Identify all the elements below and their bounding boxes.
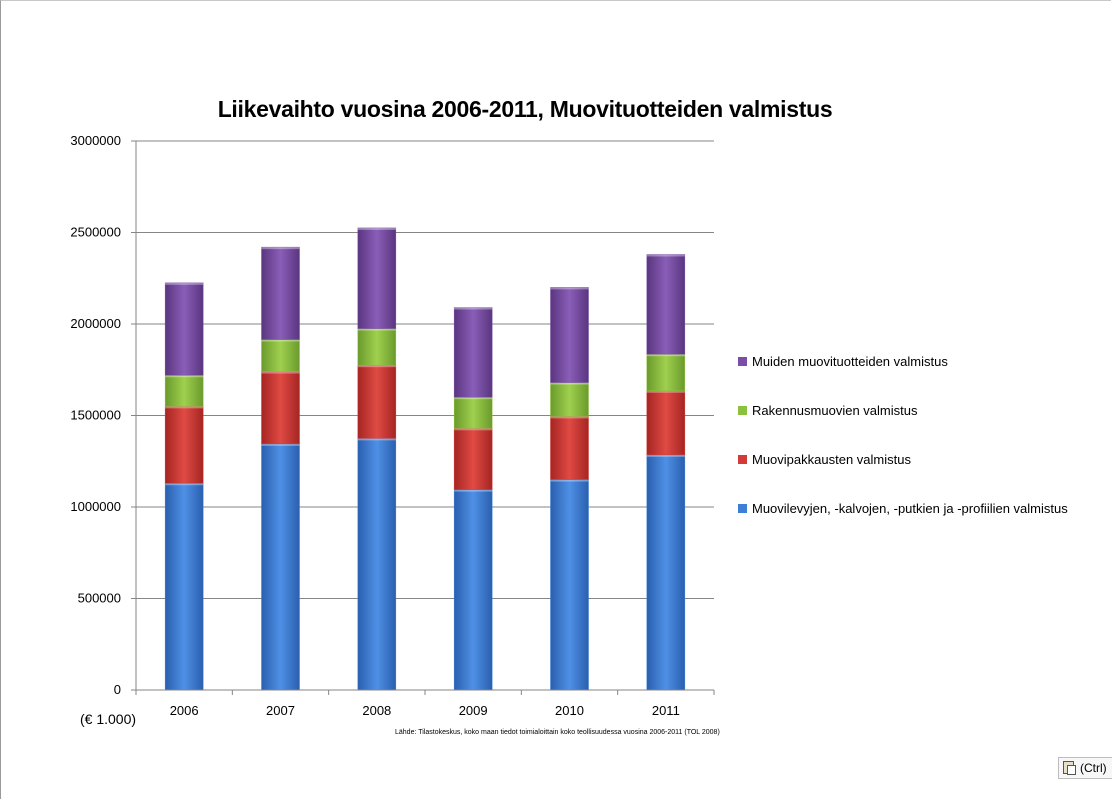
legend-item-pakkaus: Muovipakkausten valmistus: [738, 450, 1068, 469]
bar-segment-2011-s2: [646, 353, 686, 392]
bar-segment-2010-s3: [550, 287, 589, 383]
y-tick-label: 0: [114, 682, 121, 697]
bar-highlight: [261, 339, 300, 342]
legend-label-pakkaus: Muovipakkausten valmistus: [752, 452, 911, 467]
bar-segment-2006-s1: [164, 406, 204, 484]
bar-highlight: [454, 397, 493, 400]
legend-swatch-rakennus: [738, 406, 747, 415]
unit-label: (€ 1.000): [80, 711, 137, 727]
chart-title: Liikevaihto vuosina 2006-2011, Muovituot…: [217, 96, 833, 122]
bar-segment-2007-s0: [261, 443, 300, 691]
bar-highlight: [646, 354, 685, 357]
y-tick-label: 500000: [78, 591, 121, 606]
bar-segment-2010-s2: [550, 382, 589, 417]
legend-label-muiden: Muiden muovituotteiden valmistus: [752, 354, 948, 369]
bar-segment-2011-s3: [646, 254, 686, 355]
bar-highlight: [646, 254, 685, 257]
bar-highlight: [550, 382, 589, 385]
bar-highlight: [454, 428, 493, 431]
y-tick-label: 1500000: [70, 408, 121, 423]
legend-item-rakennus: Rakennusmuovien valmistus: [738, 401, 1068, 420]
legend-swatch-levy: [738, 504, 747, 513]
bar-highlight: [165, 375, 204, 378]
x-tick-label: 2008: [362, 703, 391, 718]
legend-item-levy: Muovilevyjen, -kalvojen, -putkien ja -pr…: [738, 499, 1068, 518]
bar-highlight: [165, 483, 204, 486]
y-tick-label: 3000000: [70, 133, 121, 148]
bar-highlight: [646, 390, 685, 393]
bar-segment-2006-s2: [164, 374, 204, 407]
bar-highlight: [357, 227, 396, 230]
bar-segment-2010-s0: [550, 479, 589, 691]
bar-segment-2011-s0: [646, 454, 686, 691]
bar-highlight: [261, 443, 300, 446]
bar-highlight: [357, 438, 396, 441]
bar-segment-2006-s0: [164, 482, 204, 691]
bar-segment-2009-s1: [453, 428, 493, 490]
bar-highlight: [165, 406, 204, 409]
bar-segment-2010-s1: [550, 416, 589, 480]
bar-highlight: [454, 307, 493, 310]
bar-segment-2009-s2: [453, 396, 493, 429]
bar-highlight: [454, 489, 493, 492]
source-note: Lähde: Tilastokeskus, koko maan tiedot t…: [395, 729, 720, 736]
y-tick-label: 2500000: [70, 225, 121, 240]
bar-highlight: [261, 247, 300, 250]
x-tick-label: 2010: [555, 703, 584, 718]
chart-legend: Muiden muovituotteiden valmistus Rakennu…: [738, 352, 1068, 518]
paste-options-label: (Ctrl): [1080, 761, 1107, 775]
y-tick-label: 2000000: [70, 316, 121, 331]
bar-segment-2007-s1: [261, 371, 300, 445]
bar-segment-2008-s0: [357, 438, 397, 691]
x-tick-label: 2009: [459, 703, 488, 718]
bar-segment-2008-s2: [357, 328, 397, 366]
bar-segment-2008-s3: [357, 227, 397, 329]
x-tick-label: 2007: [266, 703, 295, 718]
bar-highlight: [165, 282, 204, 285]
bar-highlight: [646, 454, 685, 457]
bar-highlight: [550, 479, 589, 482]
legend-item-muiden: Muiden muovituotteiden valmistus: [738, 352, 1068, 371]
bar-highlight: [357, 328, 396, 331]
legend-label-rakennus: Rakennusmuovien valmistus: [752, 403, 918, 418]
bar-highlight: [357, 365, 396, 368]
legend-label-levy: Muovilevyjen, -kalvojen, -putkien ja -pr…: [752, 501, 1068, 516]
paste-icon: [1063, 761, 1076, 775]
legend-swatch-muiden: [738, 357, 747, 366]
y-tick-label: 1000000: [70, 499, 121, 514]
bar-segment-2009-s0: [453, 489, 493, 691]
bar-highlight: [550, 287, 589, 290]
x-tick-label: 2006: [170, 703, 199, 718]
bar-segment-2006-s3: [164, 282, 204, 376]
bar-segment-2008-s1: [357, 364, 397, 439]
paste-options-button[interactable]: (Ctrl): [1058, 757, 1112, 779]
bar-highlight: [550, 416, 589, 419]
x-tick-label: 2011: [652, 703, 680, 718]
bar-segment-2009-s3: [453, 307, 493, 398]
bar-segment-2007-s3: [261, 246, 300, 340]
bar-segment-2007-s2: [261, 339, 300, 372]
legend-swatch-pakkaus: [738, 455, 747, 464]
bar-highlight: [261, 371, 300, 374]
bar-segment-2011-s1: [646, 390, 686, 456]
